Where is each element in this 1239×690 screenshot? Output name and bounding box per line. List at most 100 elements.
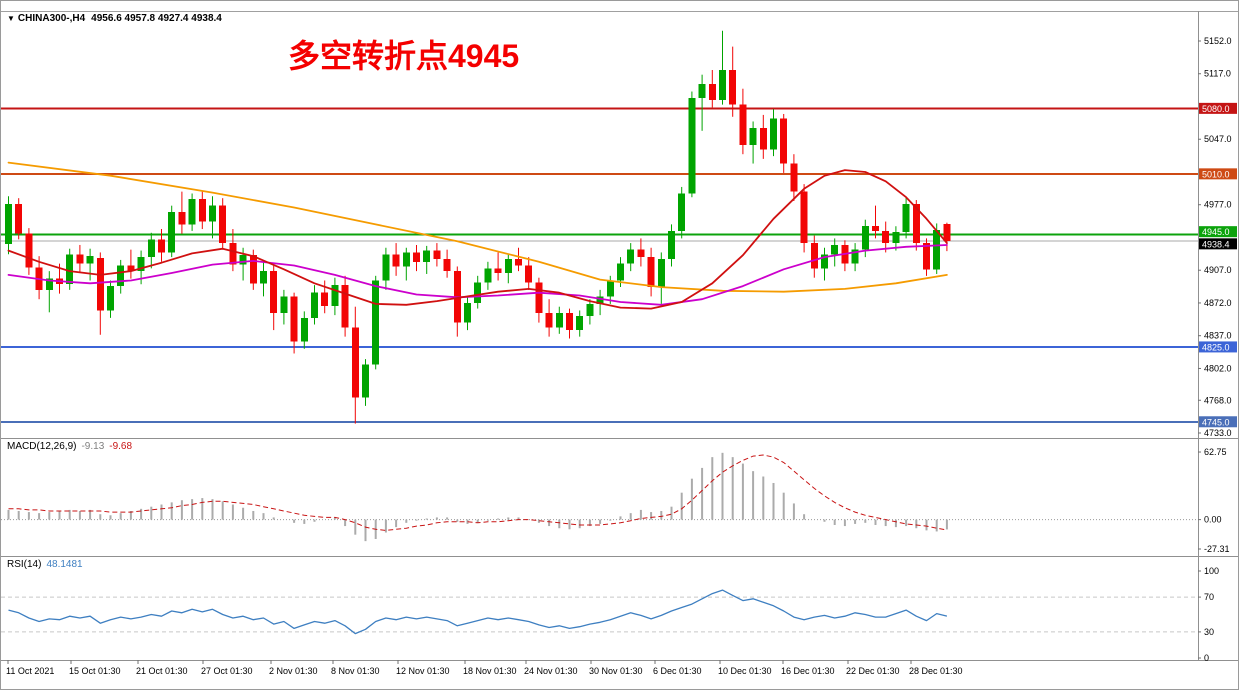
candle-body (147, 239, 155, 258)
candle-body (25, 233, 33, 268)
candle-body (219, 205, 227, 244)
macd-signal-value: -9.68 (109, 441, 133, 452)
macd-tick-label: -27.31 (1204, 544, 1230, 554)
candle-body (882, 230, 890, 244)
candle-body (668, 230, 675, 259)
candle-body (617, 263, 624, 281)
candle-body (484, 268, 492, 283)
candle-body (341, 285, 349, 328)
candle-body (637, 249, 645, 258)
price-badge (1199, 102, 1237, 114)
candle-body (923, 243, 930, 270)
macd-name: MACD(12,26,9) (7, 441, 77, 452)
ma-long-orange (7, 161, 948, 293)
candle-body (76, 254, 84, 264)
candle-body (627, 249, 635, 264)
time-label: 30 Nov 01:30 (589, 666, 643, 676)
price-tick-label: 4837.0 (1204, 331, 1232, 341)
candle-body (657, 258, 665, 288)
candle-body (239, 255, 247, 265)
candle-body (300, 317, 308, 342)
price-tick-label: 4802.0 (1204, 363, 1232, 373)
candle-body (749, 128, 757, 145)
time-label: 2 Nov 01:30 (269, 666, 318, 676)
candle-body (902, 203, 910, 232)
time-label: 22 Dec 01:30 (846, 666, 900, 676)
candle-body (107, 286, 114, 311)
candle-body (433, 250, 441, 259)
candle-body (576, 316, 584, 331)
macd-signal-line (8, 454, 947, 531)
expander-icon[interactable]: ▼ (7, 14, 15, 23)
candle-body (606, 280, 614, 297)
price-axis: 5152.0 5117.0 5047.0 4977.0 4907.0 4872.0 4837… (1198, 36, 1237, 438)
ohlc-values: 4956.6 4957.8 4927.4 4938.4 (91, 13, 222, 24)
candle-body (494, 268, 502, 274)
price-badge (1199, 341, 1237, 353)
candle-body (229, 243, 237, 265)
candle-body (351, 327, 359, 398)
candle-body (15, 203, 23, 234)
rsi-tick-label: 0 (1204, 653, 1209, 663)
candle-body (525, 265, 533, 283)
price-tick-label: 4872.0 (1204, 298, 1232, 308)
macd-label: MACD(12,26,9) -9.13 -9.68 (7, 441, 132, 452)
price-badge (1199, 416, 1237, 428)
time-label: 28 Dec 01:30 (909, 666, 963, 676)
candle-body (127, 265, 135, 272)
candle-body (596, 296, 604, 304)
candle-body (209, 205, 216, 222)
price-tick-label: 4977.0 (1204, 200, 1232, 210)
candle-body (729, 70, 737, 105)
candle-body (392, 254, 400, 267)
candle-body (198, 199, 206, 222)
candle-body (260, 271, 267, 284)
candle-body (810, 243, 818, 269)
price-badge-label: 5080.0 (1202, 104, 1230, 114)
price-badge-label: 4945.0 (1202, 227, 1230, 237)
price-badge-label: 4938.4 (1202, 239, 1230, 249)
candle-body (719, 70, 726, 100)
candle-body (933, 229, 941, 270)
time-label: 16 Dec 01:30 (781, 666, 835, 676)
price-badge-label: 4825.0 (1202, 342, 1230, 352)
price-tick-label: 5047.0 (1204, 134, 1232, 144)
candle-body (545, 313, 553, 328)
candle-body (249, 255, 257, 284)
chart-title: ▼ CHINA300-,H4 4956.6 4957.8 4927.4 4938.4 (7, 13, 222, 24)
candle-body (566, 313, 573, 331)
time-label: 11 Oct 2021 (6, 666, 54, 676)
macd-main-value: -9.13 (81, 441, 105, 452)
candle-body (515, 258, 522, 266)
candle-body (739, 104, 747, 145)
candle-body (290, 296, 298, 342)
candle-body (698, 84, 706, 99)
rsi-tick-label: 70 (1204, 592, 1214, 602)
candle-body (137, 257, 145, 272)
candle-body (178, 212, 186, 225)
candle-body (474, 282, 482, 303)
time-label: 15 Oct 01:30 (69, 666, 121, 676)
price-tick-label: 5152.0 (1204, 36, 1232, 46)
candle-body (678, 193, 686, 231)
symbol-timeframe: CHINA300-,H4 (17, 13, 86, 24)
rsi-name: RSI(14) (7, 559, 42, 570)
candle-body (158, 239, 165, 253)
candle-body (372, 280, 380, 365)
candle-body (5, 203, 12, 245)
rsi-tick-label: 30 (1204, 627, 1214, 637)
candle-body (759, 128, 767, 150)
annotation-text: 多空转折点4945 (288, 38, 520, 74)
macd-tick-label: 62.75 (1204, 447, 1227, 457)
candle-body (321, 292, 329, 306)
time-label: 12 Nov 01:30 (396, 666, 450, 676)
candle-body (66, 254, 74, 285)
candle-body (943, 223, 951, 241)
candle-body (423, 250, 431, 262)
levels-layer (1, 107, 1198, 423)
candle-body (800, 191, 808, 244)
candle-body (96, 258, 104, 311)
rsi-label: RSI(14) 48.1481 (7, 559, 83, 570)
rsi-tick-label: 100 (1204, 566, 1219, 576)
